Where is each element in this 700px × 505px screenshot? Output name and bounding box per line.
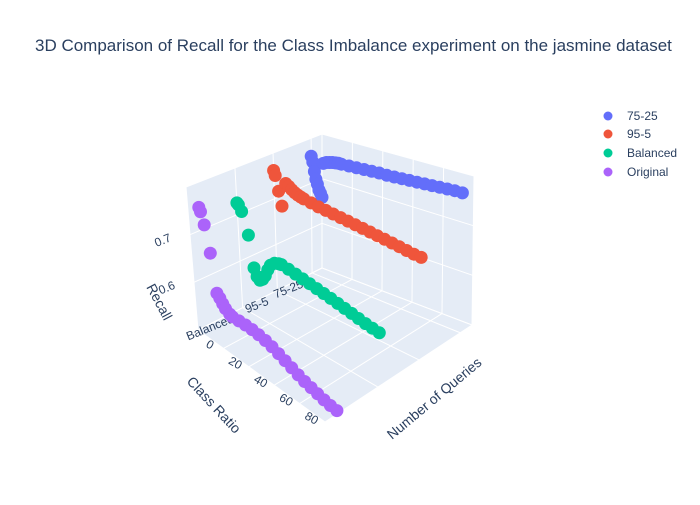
data-point[interactable] xyxy=(276,200,289,213)
data-point[interactable] xyxy=(242,229,255,242)
data-point[interactable] xyxy=(198,218,211,231)
data-point[interactable] xyxy=(415,251,428,264)
data-point[interactable] xyxy=(269,169,282,182)
legend-marker xyxy=(604,130,613,139)
data-point[interactable] xyxy=(235,205,248,218)
legend-label: Balanced xyxy=(627,146,677,160)
data-point[interactable] xyxy=(456,186,469,199)
legend-marker xyxy=(604,168,613,177)
data-point[interactable] xyxy=(330,404,343,417)
data-point[interactable] xyxy=(194,205,207,218)
chart-title: 3D Comparison of Recall for the Class Im… xyxy=(35,36,672,55)
legend-marker xyxy=(604,149,613,158)
legend-label: 95-5 xyxy=(627,127,651,141)
legend-marker xyxy=(604,112,613,121)
data-point[interactable] xyxy=(204,247,217,260)
legend-label: 75-25 xyxy=(627,109,658,123)
legend-label: Original xyxy=(627,165,668,179)
data-point[interactable] xyxy=(373,326,386,339)
